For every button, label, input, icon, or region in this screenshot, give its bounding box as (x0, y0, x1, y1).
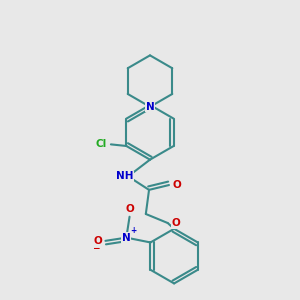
Text: Cl: Cl (95, 140, 106, 149)
Text: −: − (92, 244, 100, 253)
Text: N: N (146, 102, 154, 112)
Text: O: O (172, 218, 180, 228)
Text: NH: NH (116, 171, 134, 182)
Text: O: O (173, 180, 182, 190)
Text: O: O (125, 204, 134, 214)
Text: N: N (122, 232, 131, 243)
Text: O: O (94, 236, 102, 246)
Text: +: + (130, 226, 136, 235)
